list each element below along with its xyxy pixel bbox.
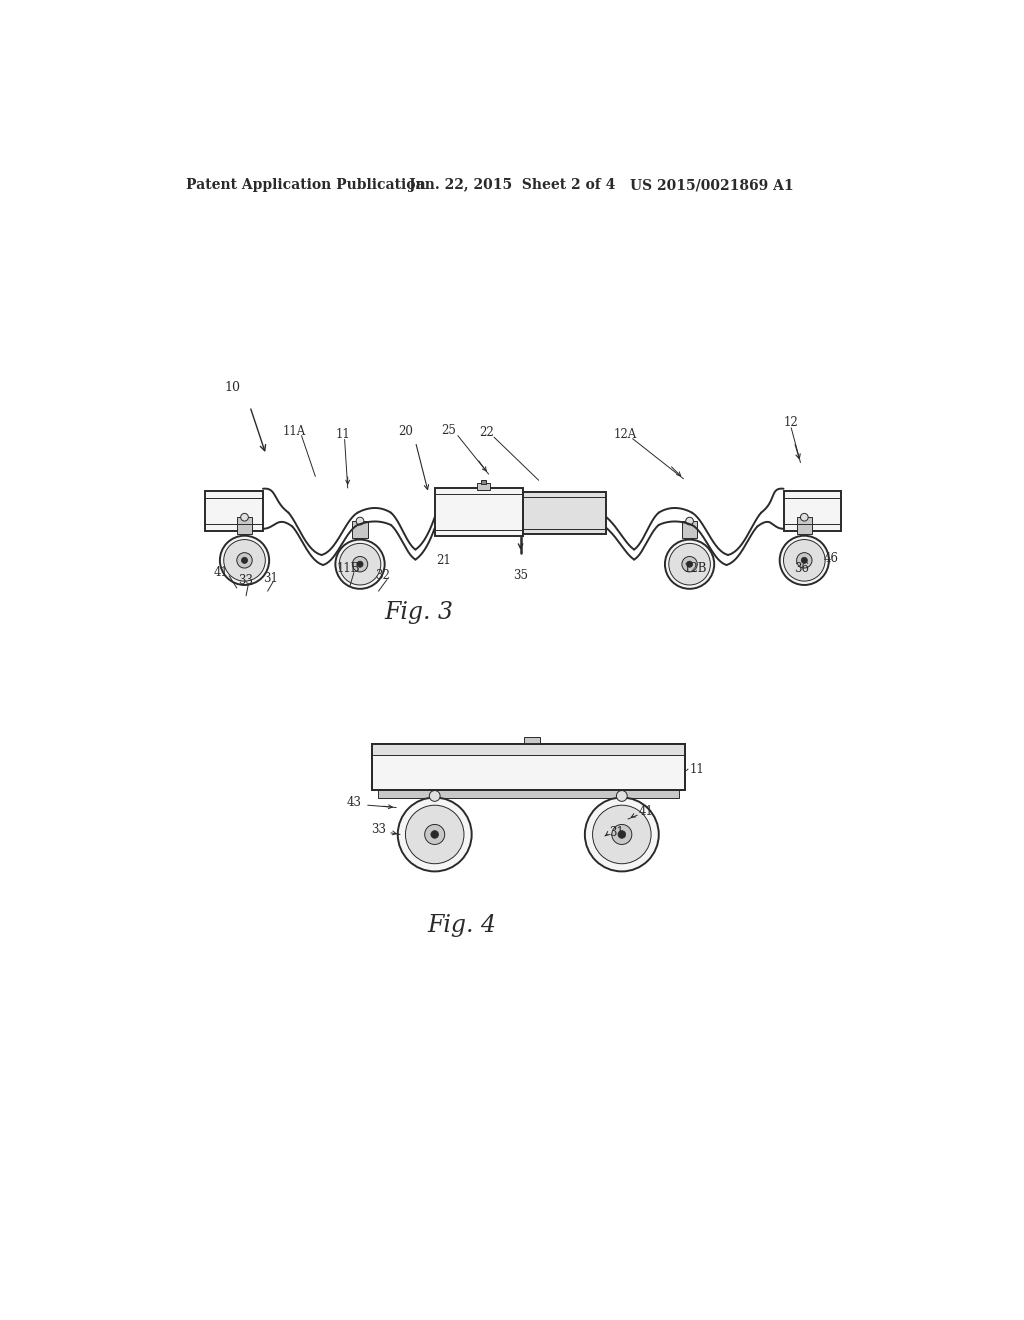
Circle shape	[429, 791, 440, 801]
Circle shape	[336, 540, 385, 589]
Text: 41: 41	[639, 805, 653, 818]
Circle shape	[797, 553, 812, 568]
Circle shape	[665, 540, 714, 589]
Text: US 2015/0021869 A1: US 2015/0021869 A1	[630, 178, 794, 193]
Circle shape	[801, 513, 808, 521]
Text: 12A: 12A	[614, 428, 637, 441]
Bar	[378, 789, 679, 797]
Text: 33: 33	[372, 824, 387, 837]
Text: 43: 43	[346, 796, 361, 809]
Circle shape	[801, 557, 807, 564]
Circle shape	[356, 517, 364, 525]
Circle shape	[223, 540, 265, 581]
Text: 36: 36	[795, 562, 809, 576]
Bar	[237, 517, 252, 535]
Bar	[783, 491, 841, 531]
Circle shape	[593, 805, 651, 863]
Bar	[682, 521, 697, 539]
Text: 11: 11	[336, 428, 350, 441]
Bar	[205, 491, 263, 531]
Bar	[435, 488, 523, 536]
Text: 11: 11	[689, 763, 705, 776]
Text: 11B: 11B	[337, 562, 360, 576]
Circle shape	[783, 540, 825, 581]
Text: 12B: 12B	[683, 562, 707, 576]
Text: 25: 25	[441, 425, 457, 437]
Circle shape	[686, 561, 692, 568]
Text: 11A: 11A	[283, 425, 306, 438]
Text: Fig. 3: Fig. 3	[385, 601, 454, 624]
Text: 22: 22	[479, 426, 495, 440]
Bar	[372, 743, 685, 789]
Text: Fig. 4: Fig. 4	[427, 915, 497, 937]
Text: 32: 32	[376, 569, 390, 582]
Bar	[797, 517, 812, 535]
Text: 46: 46	[823, 552, 839, 565]
Text: 10: 10	[224, 380, 241, 393]
Bar	[477, 483, 489, 490]
Circle shape	[616, 791, 628, 801]
Circle shape	[242, 557, 248, 564]
Bar	[481, 480, 485, 484]
Bar	[524, 738, 540, 743]
Circle shape	[611, 825, 632, 845]
Text: 12: 12	[783, 416, 799, 429]
Text: Jan. 22, 2015  Sheet 2 of 4: Jan. 22, 2015 Sheet 2 of 4	[410, 178, 615, 193]
Circle shape	[406, 805, 464, 863]
Text: Patent Application Publication: Patent Application Publication	[186, 178, 426, 193]
Circle shape	[339, 544, 381, 585]
Text: 31: 31	[263, 572, 278, 585]
Bar	[372, 743, 685, 755]
Text: 33: 33	[239, 574, 253, 587]
Text: 20: 20	[398, 425, 414, 438]
Circle shape	[352, 557, 368, 572]
Circle shape	[431, 830, 438, 838]
Bar	[523, 492, 606, 535]
Circle shape	[686, 517, 693, 525]
Text: 21: 21	[436, 554, 451, 566]
Circle shape	[241, 513, 249, 521]
Circle shape	[397, 797, 472, 871]
Circle shape	[682, 557, 697, 572]
Circle shape	[585, 797, 658, 871]
Text: 35: 35	[513, 569, 528, 582]
Circle shape	[617, 830, 626, 838]
Circle shape	[220, 536, 269, 585]
Text: 41: 41	[214, 566, 228, 579]
Text: 31: 31	[609, 825, 625, 838]
Circle shape	[425, 825, 444, 845]
Circle shape	[779, 536, 829, 585]
Bar	[352, 521, 368, 539]
Circle shape	[237, 553, 252, 568]
Circle shape	[357, 561, 364, 568]
Circle shape	[669, 544, 711, 585]
